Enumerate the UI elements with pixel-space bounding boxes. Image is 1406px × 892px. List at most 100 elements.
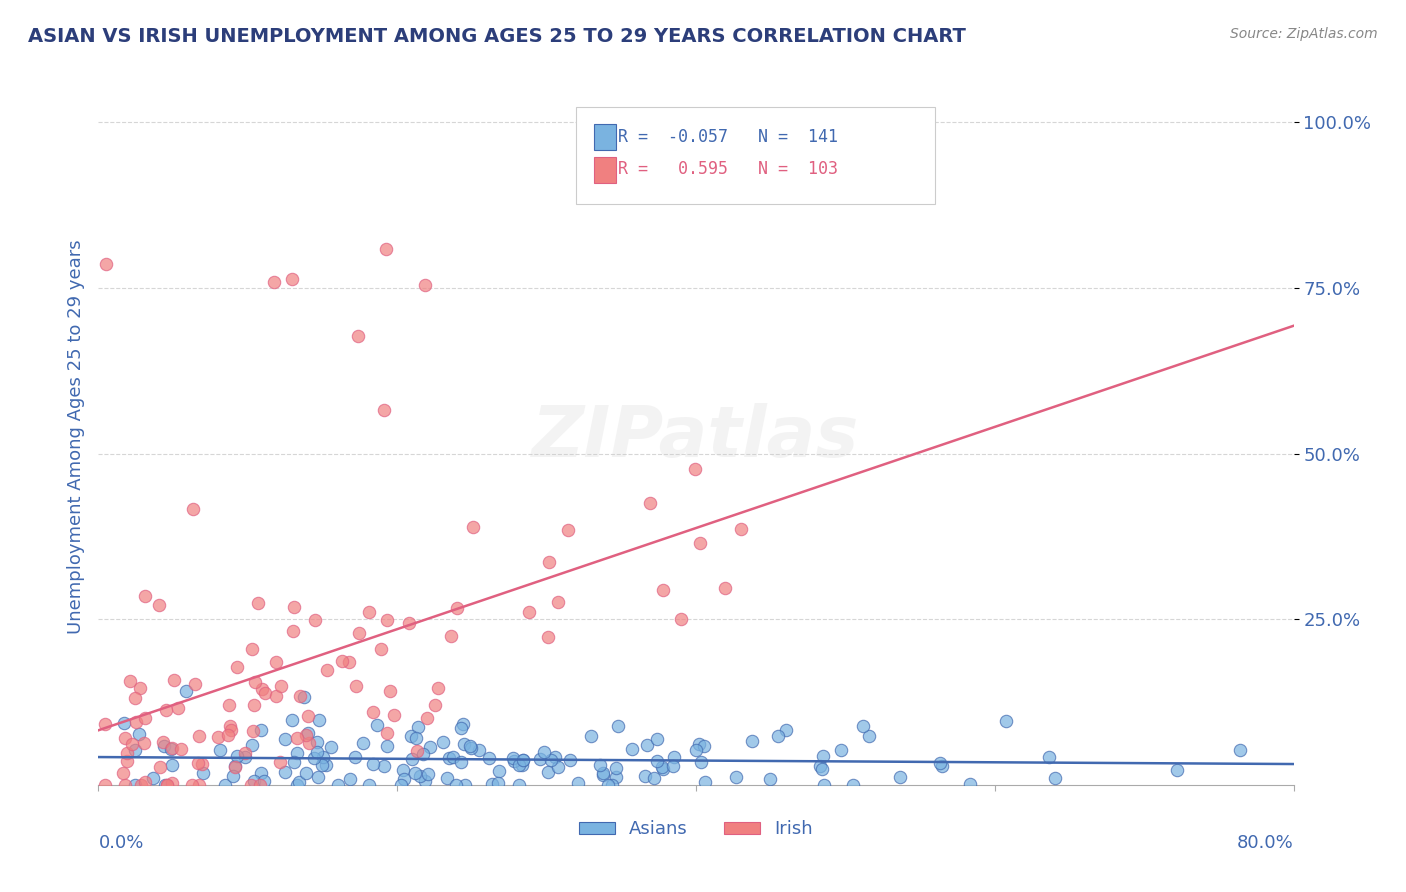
Irish (94, 257, 117, 271)
Asians (540, 753, 562, 767)
Irish (221, 723, 243, 737)
Asians (412, 747, 434, 761)
Asians (174, 684, 197, 698)
Asians (222, 769, 245, 783)
Irish (425, 698, 447, 712)
Asians (307, 770, 329, 784)
Asians (436, 771, 458, 785)
Irish (134, 711, 156, 725)
Irish (316, 663, 339, 677)
Asians (995, 714, 1018, 729)
Asians (450, 755, 472, 769)
Asians (302, 750, 325, 764)
Asians (142, 771, 165, 785)
Asians (295, 765, 318, 780)
Irish (337, 656, 360, 670)
Asians (242, 774, 264, 789)
Irish (375, 726, 398, 740)
Asians (124, 743, 146, 757)
Asians (214, 778, 236, 792)
Irish (156, 778, 179, 792)
Asians (285, 778, 308, 792)
Asians (460, 741, 482, 756)
Asians (695, 775, 717, 789)
Irish (416, 711, 439, 725)
Irish (254, 685, 277, 699)
Asians (651, 759, 673, 773)
Asians (274, 764, 297, 779)
Asians (588, 757, 610, 772)
Asians (488, 776, 510, 790)
Irish (380, 684, 402, 698)
Asians (607, 719, 630, 733)
Asians (645, 732, 668, 747)
Irish (152, 734, 174, 748)
Asians (311, 757, 333, 772)
Asians (508, 757, 530, 772)
Irish (398, 616, 420, 631)
Asians (153, 778, 176, 792)
Asians (312, 750, 335, 764)
Irish (134, 589, 156, 603)
FancyBboxPatch shape (595, 157, 616, 183)
Asians (226, 749, 249, 764)
Irish (240, 642, 263, 657)
Asians (690, 755, 713, 769)
Irish (344, 679, 367, 693)
Irish (290, 690, 312, 704)
Irish (249, 778, 271, 792)
Asians (643, 771, 665, 785)
Irish (714, 581, 737, 595)
Asians (437, 751, 460, 765)
Asians (959, 777, 981, 791)
Irish (167, 701, 190, 715)
Irish (669, 612, 692, 626)
Asians (813, 778, 835, 792)
Asians (361, 756, 384, 771)
Asians (636, 738, 658, 752)
Irish (129, 778, 152, 792)
Text: ZIPatlas: ZIPatlas (533, 402, 859, 472)
Asians (250, 766, 273, 780)
Irish (347, 328, 370, 343)
Asians (292, 690, 315, 704)
Irish (187, 729, 209, 743)
Asians (307, 735, 329, 749)
Asians (605, 760, 627, 774)
Asians (741, 734, 763, 748)
Asians (766, 729, 789, 743)
Asians (159, 741, 181, 756)
Irish (239, 778, 262, 792)
Irish (297, 708, 319, 723)
Irish (283, 624, 305, 638)
Asians (775, 723, 797, 737)
Y-axis label: Unemployment Among Ages 25 to 29 years: Unemployment Among Ages 25 to 29 years (66, 240, 84, 634)
Asians (634, 768, 657, 782)
Asians (502, 751, 524, 765)
Irish (270, 679, 292, 693)
Irish (184, 677, 207, 691)
Text: ASIAN VS IRISH UNEMPLOYMENT AMONG AGES 25 TO 29 YEARS CORRELATION CHART: ASIAN VS IRISH UNEMPLOYMENT AMONG AGES 2… (28, 27, 966, 45)
Asians (758, 772, 780, 787)
Irish (357, 605, 380, 619)
Asians (1038, 750, 1060, 764)
Asians (240, 738, 263, 752)
Asians (693, 739, 716, 754)
Irish (264, 690, 287, 704)
Irish (263, 275, 285, 289)
Irish (191, 756, 214, 771)
Asians (929, 756, 952, 770)
Irish (114, 731, 136, 745)
Irish (413, 277, 436, 292)
Asians (579, 729, 602, 743)
Asians (112, 716, 135, 731)
Asians (537, 764, 560, 779)
Asians (567, 776, 589, 790)
Irish (218, 719, 240, 733)
Asians (399, 729, 422, 743)
Irish (373, 403, 395, 417)
Asians (124, 778, 146, 792)
Asians (416, 767, 439, 781)
Asians (321, 740, 343, 755)
Irish (370, 642, 392, 657)
